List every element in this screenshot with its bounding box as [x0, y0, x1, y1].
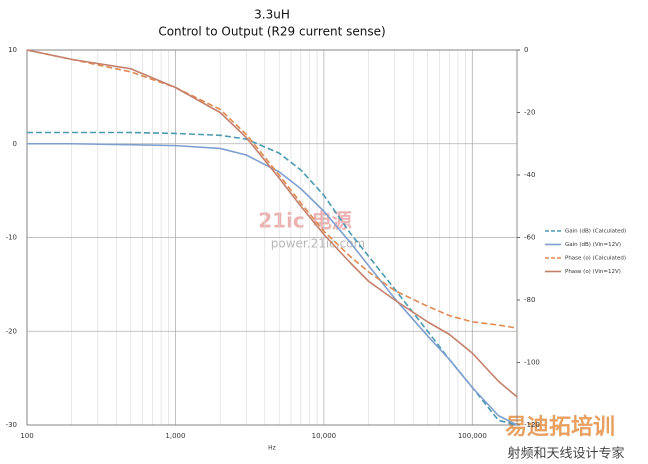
y-tick-label: -10 [6, 234, 17, 242]
y2-tick-label: -20 [524, 109, 535, 117]
y-tick-label: 10 [8, 46, 17, 54]
y-tick-label: -30 [6, 421, 17, 429]
legend-label: Phase (o) (Calculated) [565, 256, 626, 262]
chart-subtitle: Control to Output (R29 current sense) [158, 25, 385, 39]
series-line [27, 142, 518, 426]
series-line [26, 49, 518, 398]
x-tick-label: 10,000 [312, 432, 337, 440]
y-tick-label: 0 [13, 140, 17, 148]
y2-tick-label: -100 [524, 359, 540, 367]
legend-label: Gain (dB) (Vin=12V) [565, 242, 621, 248]
chart-title: 3.3uH [254, 8, 290, 22]
watermark: power.21ic.com [271, 237, 365, 251]
y2-tick-label: -60 [524, 234, 535, 242]
x-tick-label: 100,000 [458, 432, 487, 440]
x-axis-label: Hz [268, 445, 276, 452]
legend-label: Phase (o) (Vin=12V) [565, 269, 621, 275]
y2-tick-label: -120 [524, 421, 540, 429]
series-line [26, 49, 518, 329]
watermark: 射频和天线设计专家 [507, 446, 624, 462]
y-tick-label: -20 [6, 327, 17, 335]
legend-label: Gain (dB) (Calculated) [565, 229, 626, 235]
plot-frame [26, 49, 518, 426]
x-tick-label: 100 [20, 432, 33, 440]
y2-tick-label: -80 [524, 296, 535, 304]
y2-tick-label: 0 [524, 46, 528, 54]
x-tick-label: 1,000 [165, 432, 185, 440]
watermark: 易迪拓培训 [505, 414, 615, 440]
y2-tick-label: -40 [524, 171, 535, 179]
